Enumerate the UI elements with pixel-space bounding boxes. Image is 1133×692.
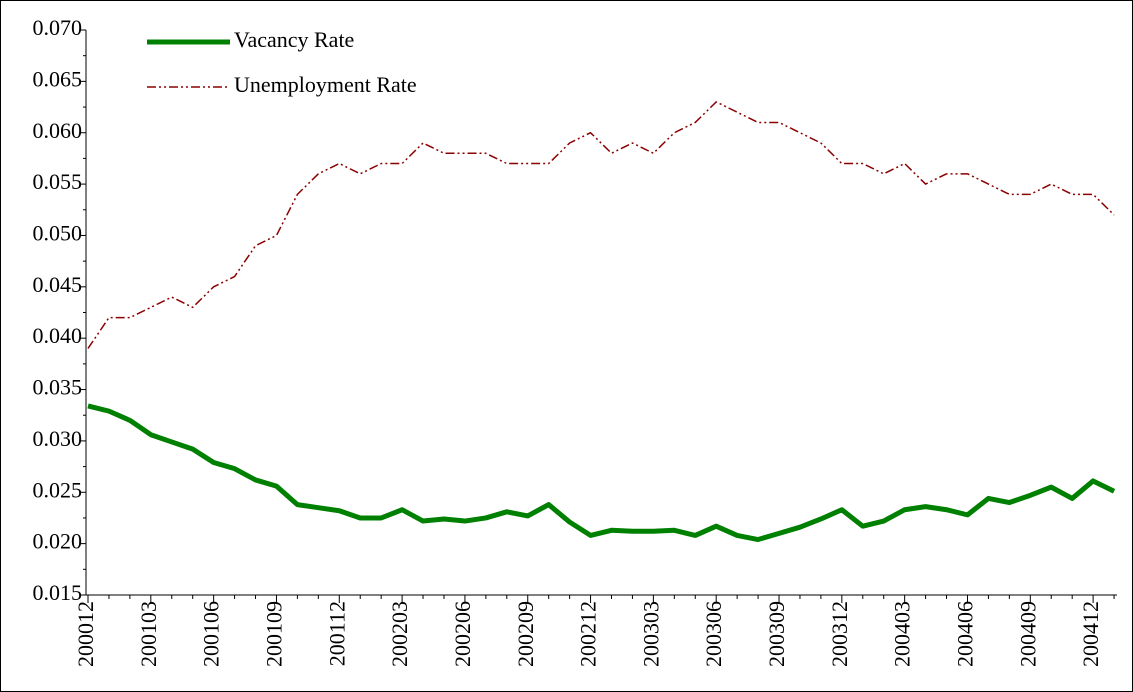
x-tick-label: 200409 [1015,601,1040,667]
x-tick-label: 200309 [764,601,789,667]
legend-label: Vacancy Rate [234,27,354,52]
y-tick-label: 0.045 [33,272,83,297]
y-tick-label: 0.060 [33,118,83,143]
x-tick-label: 200412 [1078,601,1103,667]
x-tick-label: 200406 [953,601,978,667]
x-tick-label: 200403 [890,601,915,667]
y-tick-label: 0.025 [33,477,83,502]
x-tick-label: 200306 [701,601,726,667]
y-tick-label: 0.050 [33,221,83,246]
legend-label: Unemployment Rate [234,72,417,97]
y-tick-label: 0.065 [33,66,83,91]
x-tick-label: 200206 [450,601,475,667]
x-tick-label: 200112 [324,601,349,666]
data-line [87,101,1115,349]
y-tick-label: 0.040 [33,323,83,348]
x-tick-label: 200303 [638,601,663,667]
y-tick-label: 0.070 [33,15,83,40]
x-tick-label: 200106 [199,601,224,667]
x-tick-label: 200012 [73,601,98,667]
x-tick-label: 200209 [513,601,538,667]
x-tick-label: 200312 [827,601,852,667]
y-tick-label: 0.015 [33,580,83,605]
x-tick-label: 200103 [136,601,161,667]
x-tick-label: 200109 [262,601,287,667]
x-tick-label: 200203 [387,601,412,667]
x-tick-label: 200212 [576,601,601,667]
data-line [87,403,1116,543]
y-tick-label: 0.020 [33,529,83,554]
y-tick-label: 0.030 [33,426,83,451]
y-tick-label: 0.055 [33,169,83,194]
y-tick-label: 0.035 [33,375,83,400]
